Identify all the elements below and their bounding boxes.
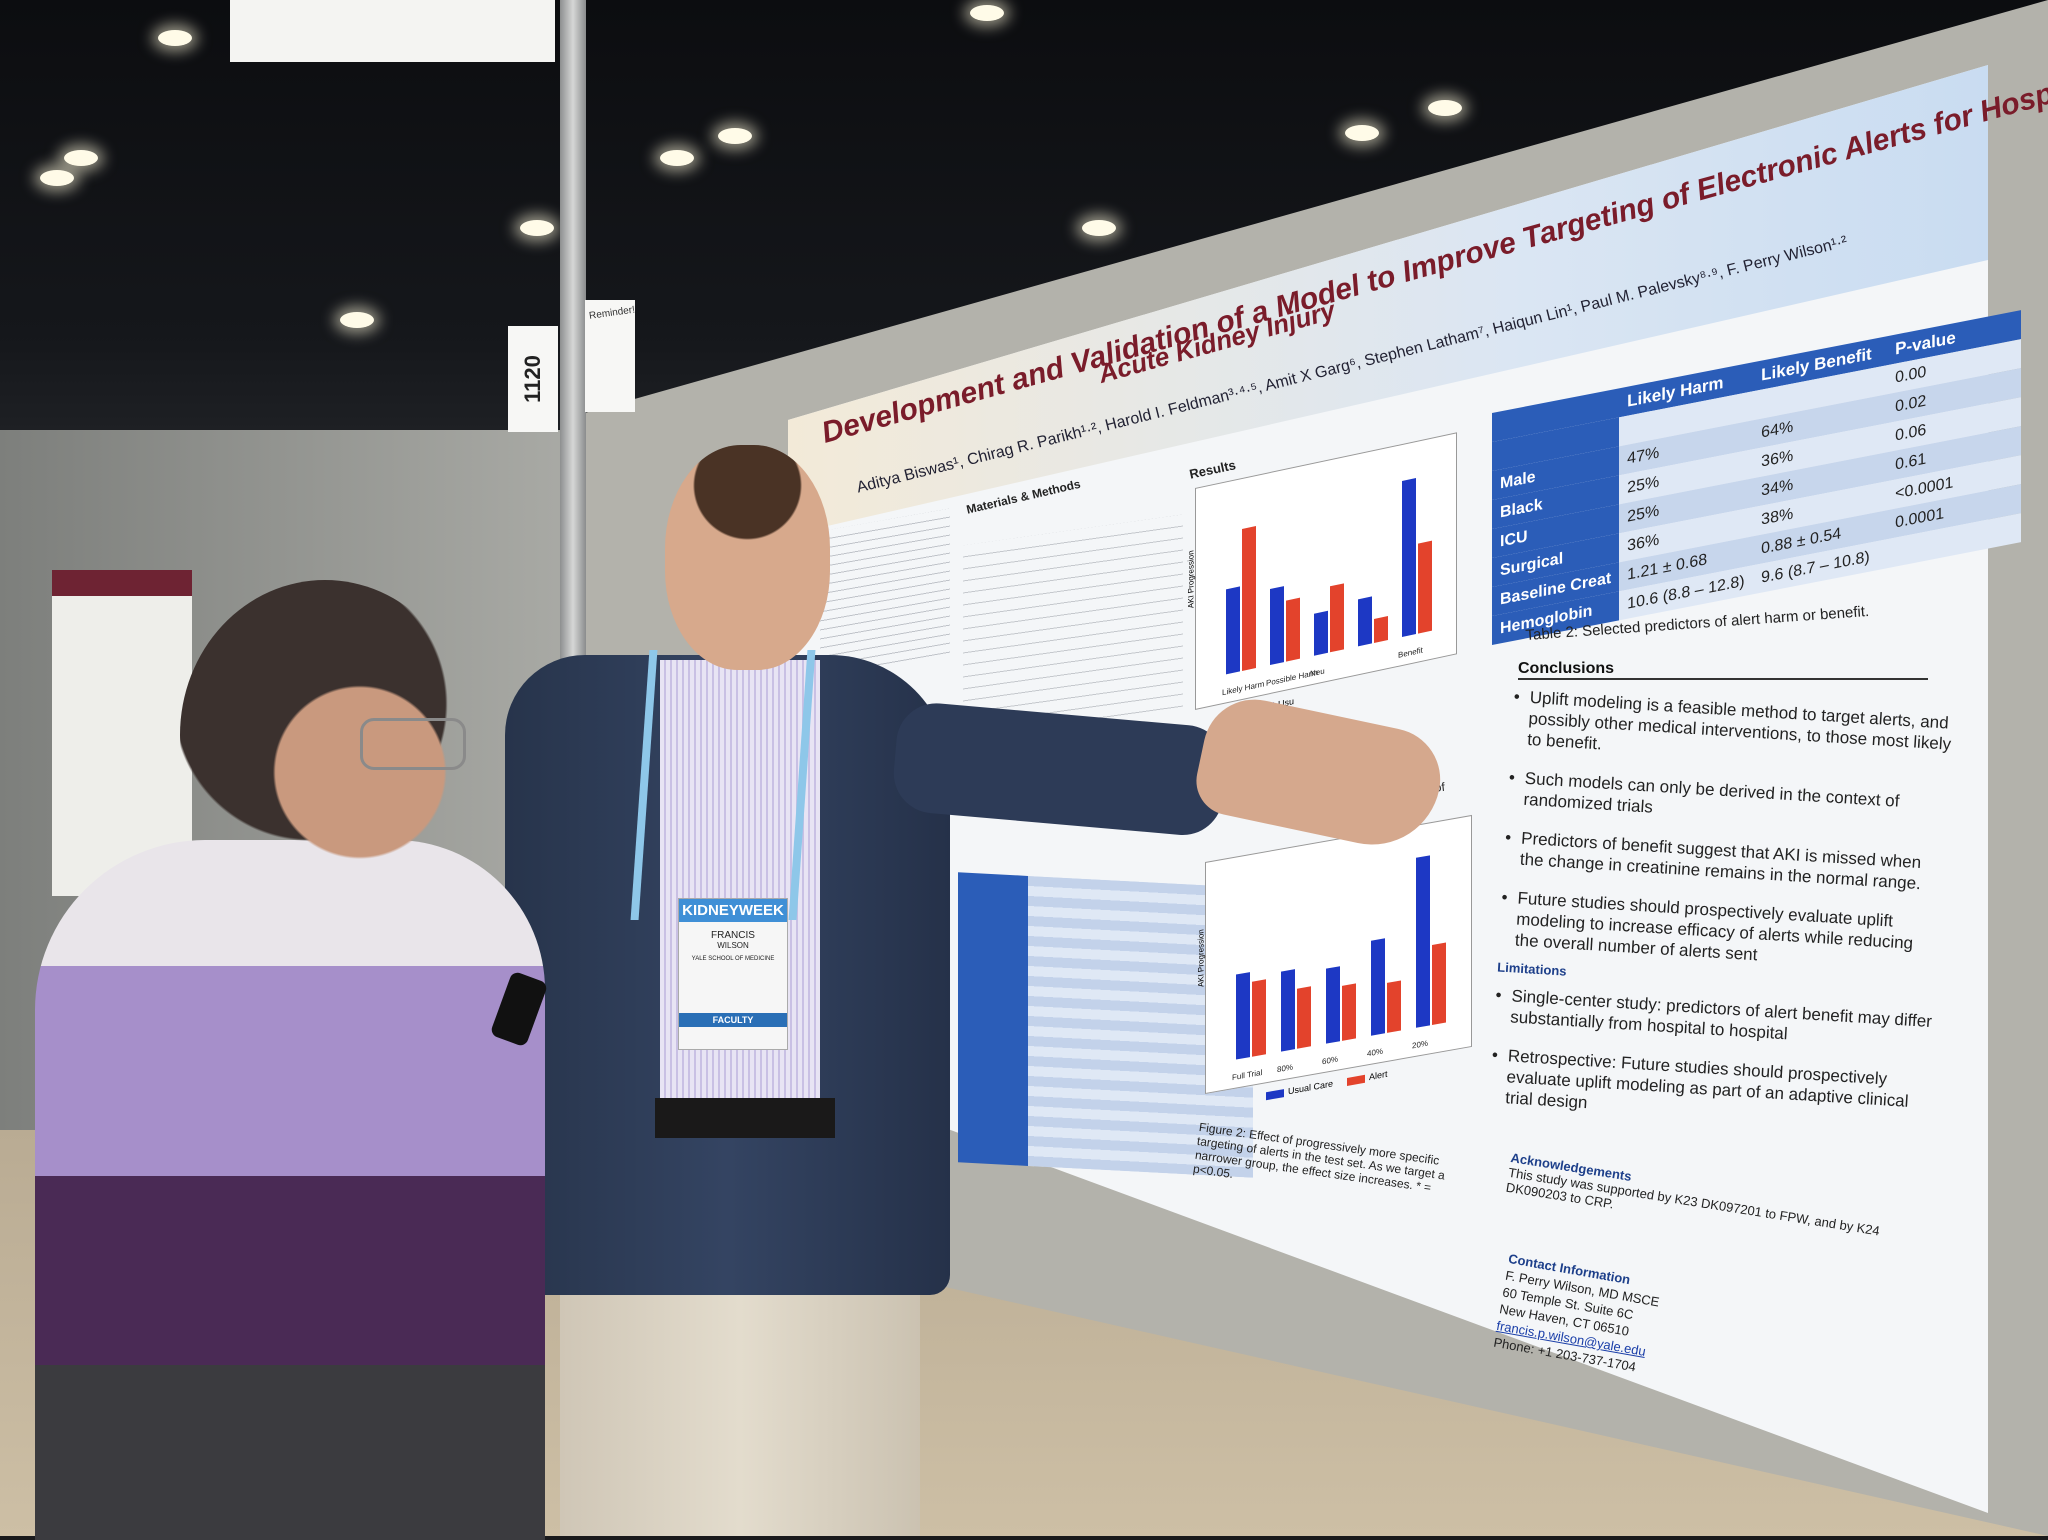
usual-care-bar: [1314, 610, 1328, 656]
badge-role: FACULTY: [679, 1013, 787, 1027]
ceiling-light: [64, 150, 98, 166]
usual-care-bar: [1402, 478, 1416, 638]
ceiling-light: [340, 312, 374, 328]
usual-care-bar: [1236, 972, 1250, 1060]
figure-2-chart: AKI Progression Full Trial 80% 60% 40% 20% Usu…: [1196, 814, 1472, 1100]
ceiling-light: [1082, 220, 1116, 236]
alert-bar: [1418, 540, 1432, 634]
alert-bar: [1432, 942, 1446, 1025]
usual-care-bar: [1326, 966, 1340, 1044]
usual-care-bar: [1371, 938, 1385, 1036]
glasses: [360, 718, 466, 770]
badge-affiliation: YALE SCHOOL OF MEDICINE: [691, 956, 775, 962]
reminder-heading: Reminder!: [588, 304, 636, 322]
alert-bar: [1297, 986, 1311, 1049]
overhead-sign: [230, 0, 555, 62]
usual-care-bar: [1226, 586, 1240, 675]
chart-ylabel: AKI Progression: [1186, 549, 1196, 610]
chart-ylabel: AKI Progression: [1196, 928, 1206, 988]
limitation-item: Retrospective: Future studies should pro…: [1489, 1044, 1932, 1134]
alert-bar: [1242, 526, 1256, 672]
conclusion-item: Such models can only be derived in the c…: [1507, 767, 1949, 836]
attendee-head: [180, 580, 470, 890]
presenter-belt: [655, 1098, 835, 1138]
usual-care-bar: [1358, 596, 1372, 647]
alert-bar: [1374, 616, 1388, 643]
booth-number-sign: 1120: [508, 326, 558, 432]
conclusion-item: Predictors of benefit suggest that AKI i…: [1503, 827, 1945, 896]
name-badge: KIDNEYWEEK FRANCIS WILSON YALE SCHOOL OF…: [678, 898, 788, 1050]
conclusions-heading: Conclusions: [1518, 660, 1928, 680]
attendee-sweater: [35, 840, 545, 1540]
x-tick-label: Full Trial: [1232, 1067, 1263, 1083]
x-tick-label: Benefit: [1398, 645, 1423, 660]
ceiling-light: [40, 170, 74, 186]
alert-bar: [1252, 979, 1266, 1057]
conclusions-list: Uplift modeling is a feasible method to …: [1488, 678, 1955, 1152]
x-tick-label: Likely Harm: [1222, 679, 1265, 698]
badge-last-name: WILSON: [717, 941, 749, 950]
booth-number: 1120: [519, 355, 545, 403]
alert-bar: [1286, 597, 1300, 662]
alert-bar: [1387, 980, 1401, 1033]
ceiling-light: [970, 5, 1004, 21]
background-poster: [52, 570, 192, 896]
usual-care-bar: [1281, 969, 1295, 1052]
alert-bar: [1342, 983, 1356, 1041]
x-tick-label: 60%: [1322, 1054, 1339, 1067]
ceiling-light: [158, 30, 192, 46]
presenter-shirt: [660, 660, 820, 1130]
badge-first-name: FRANCIS: [711, 930, 755, 941]
lanyard: [630, 650, 816, 920]
x-tick-label: 80%: [1277, 1062, 1294, 1075]
usual-care-bar: [1416, 855, 1430, 1028]
ceiling-light: [1345, 125, 1379, 141]
presenter-head: [665, 445, 830, 670]
badge-event: KIDNEYWEEK: [679, 899, 787, 922]
ceiling-light: [1428, 100, 1462, 116]
x-tick-label: 40%: [1367, 1046, 1384, 1059]
reminder-card: Reminder!: [585, 300, 636, 412]
x-tick-label: Neu: [1310, 666, 1325, 679]
ceiling-light: [718, 128, 752, 144]
alert-bar: [1330, 583, 1344, 653]
usual-care-bar: [1270, 586, 1284, 666]
ceiling-light: [660, 150, 694, 166]
ceiling-light: [520, 220, 554, 236]
x-tick-label: 20%: [1412, 1038, 1429, 1051]
